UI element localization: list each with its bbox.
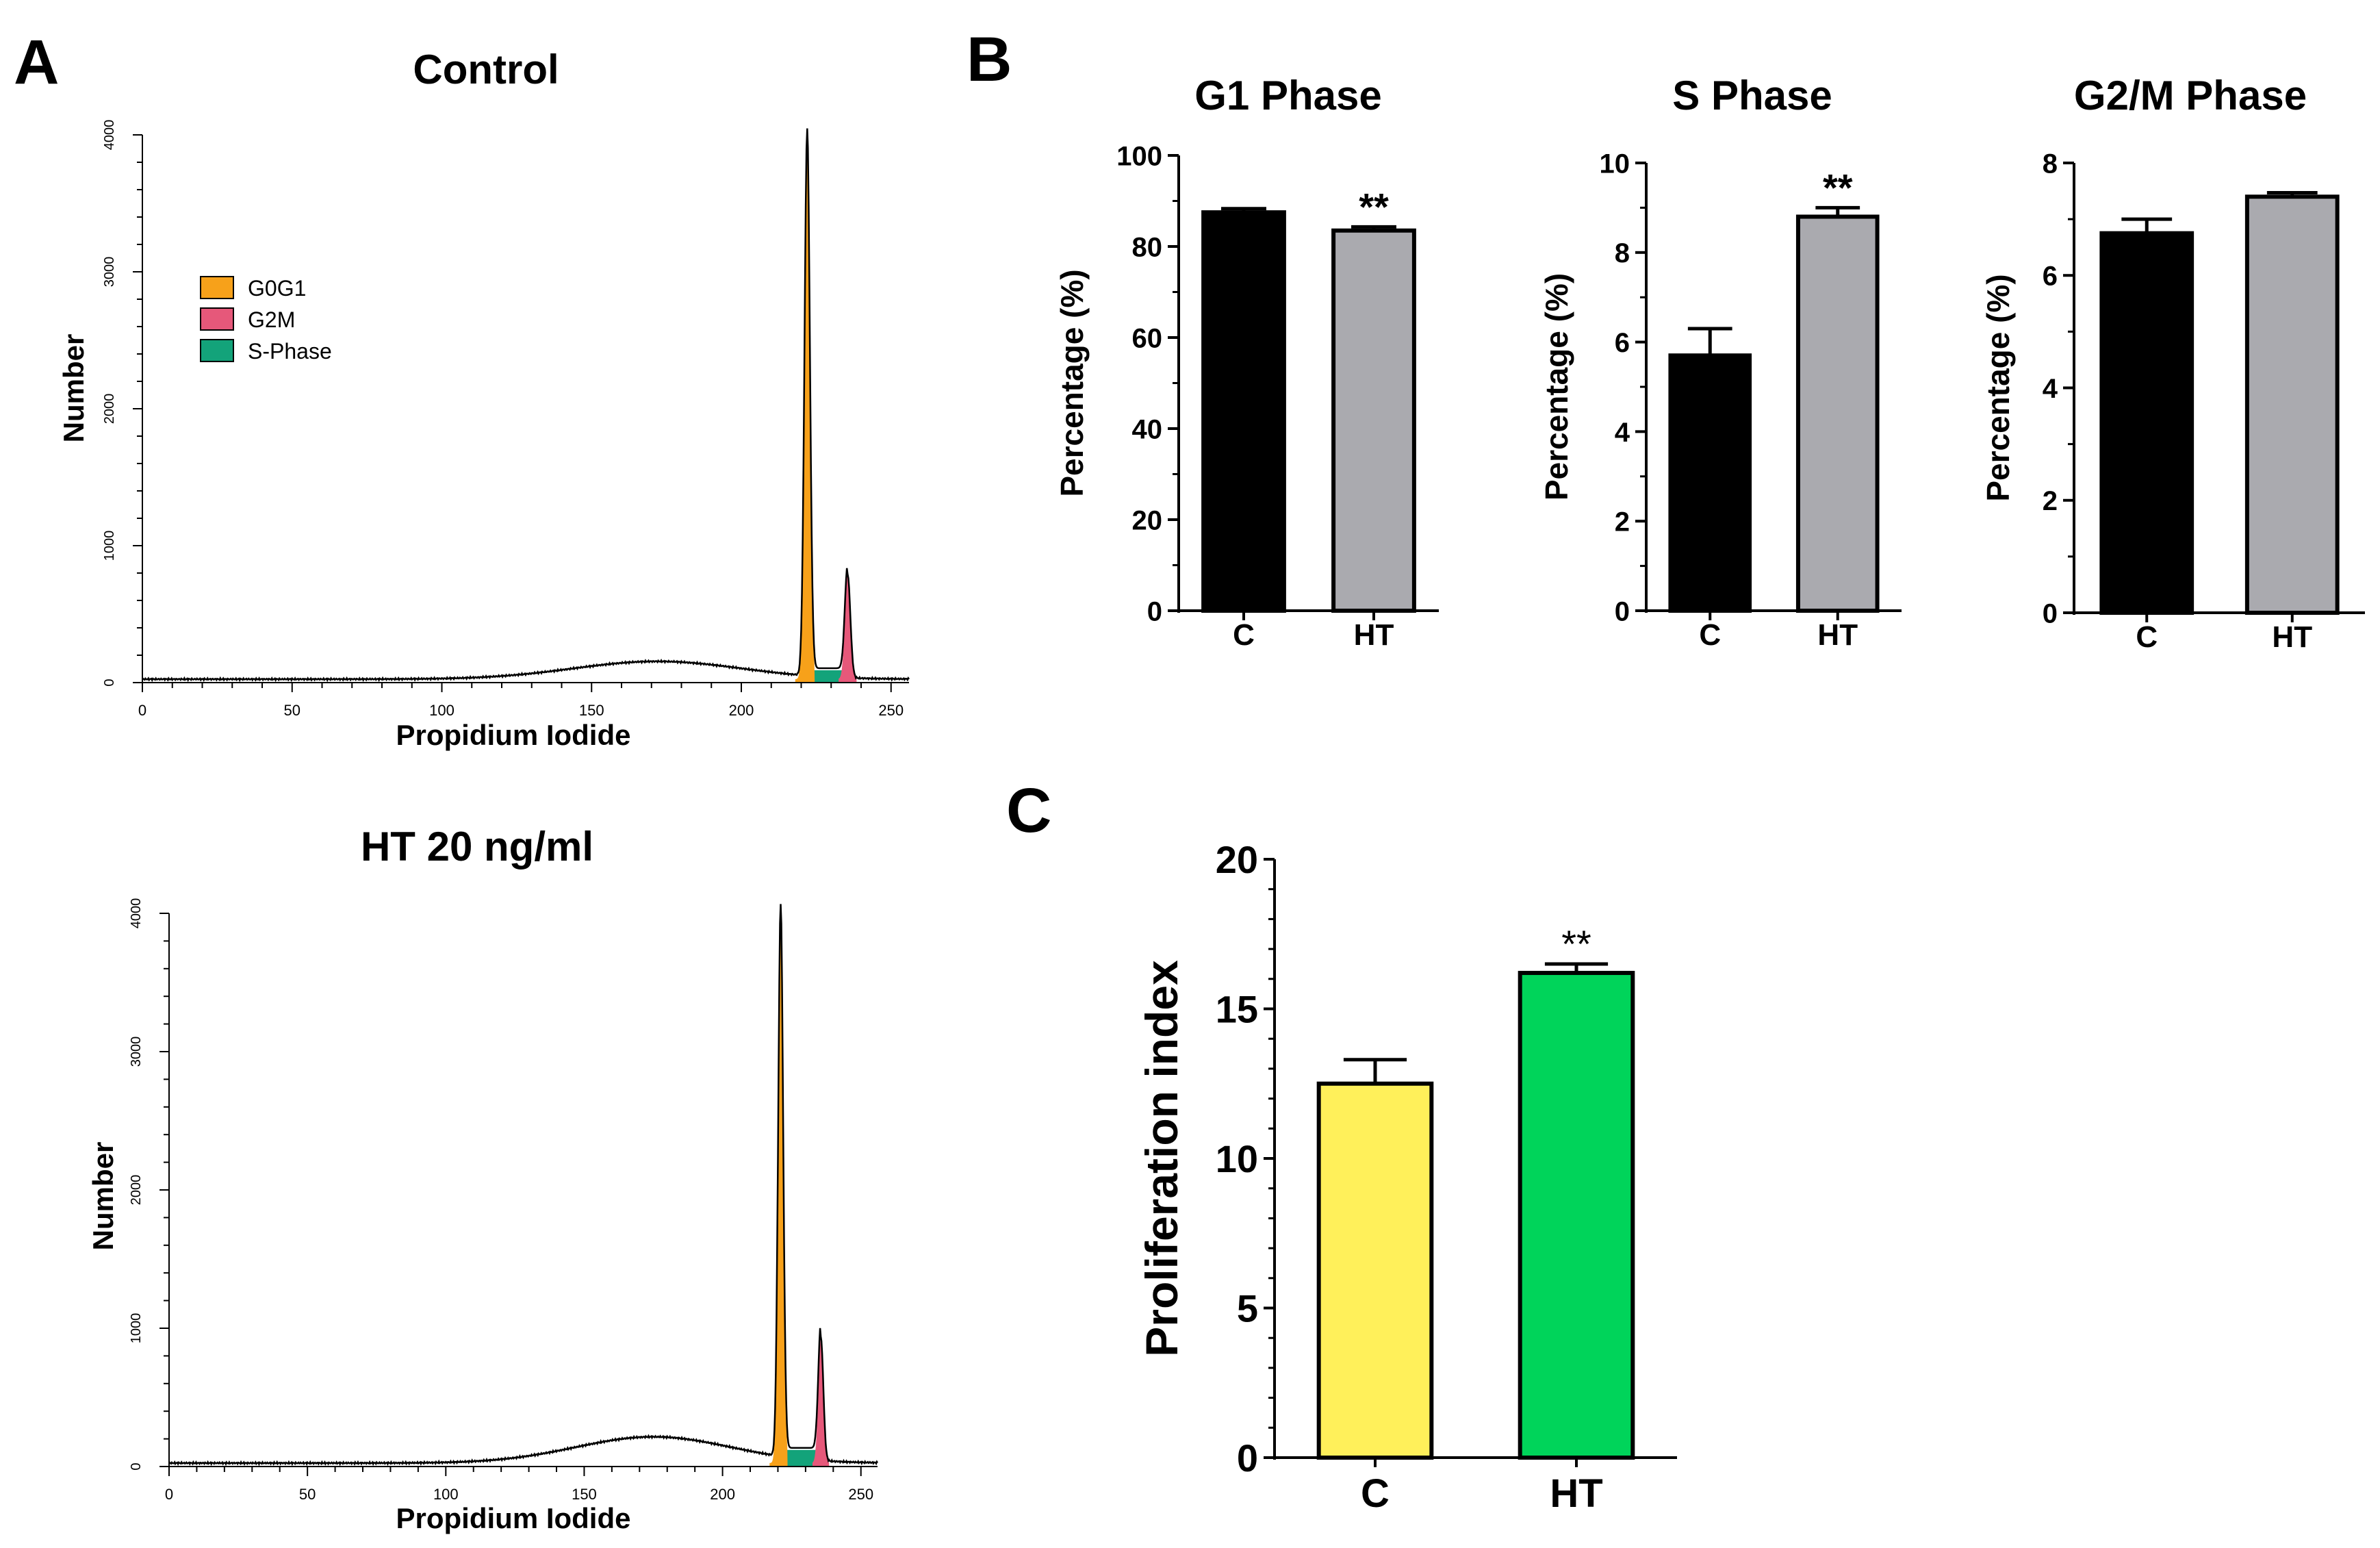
bar-ht [1795, 214, 1880, 613]
y-tick-label: 8 [2043, 149, 2058, 179]
significance-marker: ** [1823, 166, 1853, 209]
x-tick-label: HT [2272, 620, 2312, 654]
y-tick-label: 20 [1132, 505, 1163, 535]
y-tick-label: 3000 [102, 257, 117, 288]
bar-ht [1518, 971, 1635, 1460]
y-tick-label: 0 [2043, 598, 2058, 629]
y-tick-label: 100 [1116, 141, 1162, 171]
legend-swatch-sphase [200, 339, 234, 362]
histogram-legend: G0G1 G2M S-Phase [200, 276, 332, 364]
legend-label-sphase: S-Phase [248, 339, 332, 364]
bar-chart-s-phase: S Phase Percentage (%) C HT ** 0 2 4 6 8 10 [1539, 73, 1902, 652]
bar4-title: G2/M Phase [2074, 73, 2307, 118]
y-tick-label: 6 [1615, 328, 1630, 358]
bar-c [2099, 231, 2195, 615]
x-tick-label: C [1699, 618, 1721, 652]
panel-label-b: B [967, 25, 1012, 94]
y-tick-label: 8 [1615, 238, 1630, 268]
y-tick-label: 3000 [129, 1037, 144, 1067]
bar3-ylabel: Percentage (%) [1539, 273, 1574, 500]
histogram-ht: HT 20 ng/ml 0 50 100 150 200 250 0 1000 2000 3000… [87, 824, 879, 1534]
bar-c [1201, 210, 1286, 613]
y-tick-label: 1000 [129, 1313, 144, 1344]
x-tick-label: C [1233, 618, 1255, 652]
y-tick-label: 4 [1615, 418, 1630, 448]
y-tick-label: 0 [1147, 596, 1162, 626]
y-tick-label: 0 [129, 1462, 144, 1470]
bar4-ylabel: Percentage (%) [1980, 274, 2016, 501]
y-tick-label: 1000 [102, 531, 117, 561]
bar-ht [2244, 194, 2340, 615]
y-tick-label: 4000 [102, 120, 117, 151]
y-tick-label: 10 [1600, 149, 1630, 179]
x-tick-label: 0 [138, 702, 146, 719]
y-tick-label: 4000 [129, 898, 144, 929]
histogram-control: Control 0 50 100 150 200 250 0 1000 2000 3000 4000… [57, 47, 910, 751]
histogram-control-xlabel: Propidium Iodide [396, 719, 631, 751]
x-tick-label: 100 [429, 702, 455, 719]
bar3-title: S Phase [1672, 73, 1832, 118]
y-tick-label: 2000 [129, 1175, 144, 1206]
histogram-ht-xlabel: Propidium Iodide [396, 1502, 631, 1534]
y-tick-label: 4 [2043, 374, 2058, 404]
histogram-ht-title: HT 20 ng/ml [361, 824, 593, 870]
y-tick-label: 2 [1615, 507, 1630, 537]
x-tick-label: HT [1817, 618, 1858, 652]
panel-label-a: A [14, 27, 59, 97]
h1-g0g1-area [769, 909, 788, 1467]
x-tick-label: 0 [165, 1486, 173, 1503]
histogram-control-title: Control [413, 47, 559, 92]
x-tick-label: C [1361, 1471, 1390, 1516]
y-tick-label: 6 [2043, 262, 2058, 292]
y-tick-label: 2000 [102, 394, 117, 424]
x-tick-label: 250 [848, 1486, 873, 1503]
bar-chart-proliferation: Proliferation index C HT ** 0 5 10 15 20 [1136, 838, 1677, 1516]
panel-label-c: C [1006, 776, 1051, 846]
x-tick-label: 200 [729, 702, 754, 719]
y-tick-label: 2 [2043, 486, 2058, 516]
y-tick-label: 0 [1615, 596, 1630, 626]
bar-chart-g1-phase: G1 Phase Percentage (%) C HT ** 0 20 40 60 80 100 [1054, 73, 1439, 652]
h0-g0g1-area [795, 131, 815, 683]
y-tick-label: 0 [1237, 1436, 1258, 1480]
legend-label-g0g1: G0G1 [248, 276, 306, 301]
histogram-ht-trace [168, 904, 879, 1467]
x-tick-label: 250 [878, 702, 904, 719]
bar-ht [1331, 228, 1416, 613]
y-tick-label: 5 [1237, 1287, 1258, 1330]
bar2-title: G1 Phase [1194, 73, 1382, 118]
x-tick-label: 50 [299, 1486, 316, 1503]
significance-marker: ** [1561, 922, 1591, 965]
y-tick-label: 80 [1132, 232, 1163, 262]
x-tick-label: 150 [579, 702, 604, 719]
x-tick-label: HT [1354, 618, 1394, 652]
y-tick-label: 10 [1216, 1137, 1258, 1180]
bar2-ylabel: Percentage (%) [1054, 269, 1090, 496]
x-tick-label: HT [1550, 1471, 1602, 1516]
x-tick-label: 100 [433, 1486, 459, 1503]
y-tick-label: 15 [1216, 988, 1258, 1031]
bar-c [1668, 353, 1752, 613]
y-tick-label: 40 [1132, 414, 1163, 444]
histogram-control-ylabel: Number [57, 334, 90, 443]
bar-chart-g2m-phase: G2/M Phase Percentage (%) C HT 0 2 4 6 8 [1980, 73, 2365, 654]
x-tick-label: 150 [572, 1486, 597, 1503]
bar5-ylabel: Proliferation index [1136, 960, 1187, 1357]
histogram-ht-ylabel: Number [87, 1142, 119, 1251]
y-tick-label: 60 [1132, 323, 1163, 353]
bar-c [1316, 1081, 1434, 1460]
y-tick-label: 0 [102, 678, 117, 686]
legend-swatch-g2m [200, 307, 234, 331]
legend-label-g2m: G2M [248, 307, 295, 332]
significance-marker: ** [1359, 185, 1389, 228]
x-tick-label: 200 [710, 1486, 735, 1503]
y-tick-label: 20 [1216, 838, 1258, 881]
x-tick-label: C [2136, 620, 2158, 654]
legend-swatch-g0g1 [200, 276, 234, 299]
histogram-control-trace [142, 128, 910, 683]
x-tick-label: 50 [284, 702, 300, 719]
